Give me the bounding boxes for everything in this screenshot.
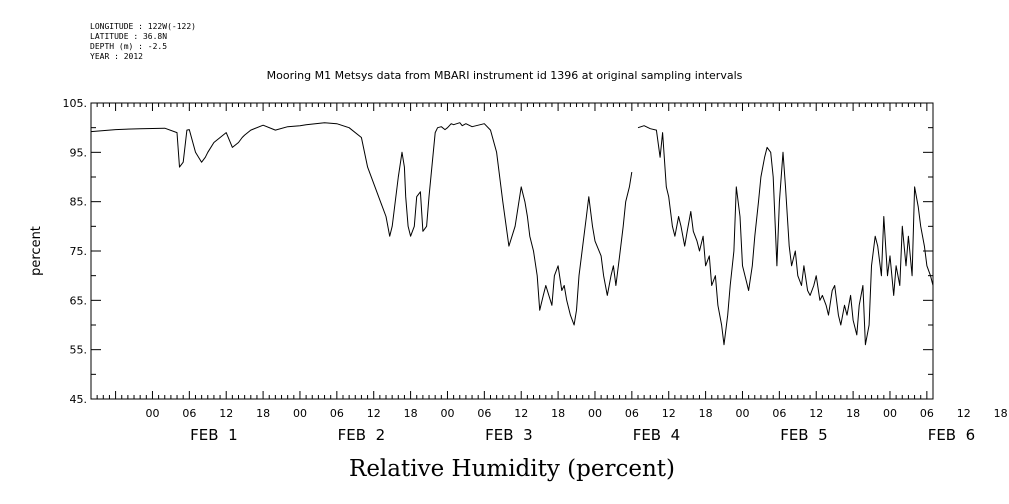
x-tick-label: 12	[367, 407, 381, 420]
x-tick-label: 12	[809, 407, 823, 420]
x-tick-label: 18	[699, 407, 713, 420]
y-tick-label: 55.	[70, 344, 88, 357]
y-tick-label: 45.	[70, 393, 88, 406]
y-tick-label: 95.	[70, 146, 88, 159]
y-axis-label: percent	[29, 226, 44, 276]
x-tick-label: 00	[145, 407, 159, 420]
year-label: YEAR : 2012	[90, 52, 143, 61]
y-axis: 45. 55. 65. 75. 85. 95. 105.	[63, 97, 933, 406]
depth-label: DEPTH (m) : -2.5	[90, 42, 168, 51]
day-label: FEB 6	[928, 426, 975, 444]
x-tick-label: 12	[662, 407, 676, 420]
day-label: FEB 3	[485, 426, 532, 444]
x-tick-label: 00	[883, 407, 897, 420]
metadata-block: LONGITUDE : 122W(-122) LATITUDE : 36.8N …	[90, 22, 196, 62]
plot-frame	[90, 102, 934, 400]
chart-title: Mooring M1 Metsys data from MBARI instru…	[266, 69, 743, 82]
x-tick-label: 06	[772, 407, 786, 420]
x-tick-label: 18	[404, 407, 418, 420]
x-tick-label: 00	[588, 407, 602, 420]
x-tick-label: 00	[293, 407, 307, 420]
x-tick-label: 06	[330, 407, 344, 420]
y-tick-label: 75.	[70, 245, 88, 258]
x-tick-label: 06	[625, 407, 639, 420]
latitude-label: LATITUDE : 36.8N	[90, 32, 168, 41]
humidity-series-line	[637, 125, 934, 346]
day-label: FEB 4	[633, 426, 680, 444]
y-tick-label: 85.	[70, 196, 88, 209]
day-label: FEB 1	[190, 426, 237, 444]
day-label: FEB 2	[338, 426, 385, 444]
x-tick-label: 18	[846, 407, 860, 420]
x-tick-label: 18	[256, 407, 270, 420]
series-layer	[90, 122, 934, 346]
x-tick-label: 00	[440, 407, 454, 420]
x-tick-label: 06	[477, 407, 491, 420]
day-label: FEB 5	[780, 426, 827, 444]
humidity-series-line	[90, 122, 633, 326]
x-tick-label: 06	[920, 407, 934, 420]
x-tick-label: 18	[551, 407, 565, 420]
y-tick-label: 105.	[63, 97, 88, 110]
x-tick-label: 12	[957, 407, 971, 420]
x-axis-label: Relative Humidity (percent)	[349, 456, 675, 482]
x-axis: 00 06 12 18 00 06 12 18 00 06 12 18 00 06 12 18 00 06 12 18…	[90, 103, 1008, 444]
longitude-label: LONGITUDE : 122W(-122)	[90, 22, 196, 31]
x-tick-label: 18	[994, 407, 1008, 420]
y-tick-label: 65.	[70, 294, 88, 307]
x-tick-label: 12	[514, 407, 528, 420]
x-tick-label: 12	[219, 407, 233, 420]
x-tick-label: 06	[182, 407, 196, 420]
x-tick-label: 00	[735, 407, 749, 420]
